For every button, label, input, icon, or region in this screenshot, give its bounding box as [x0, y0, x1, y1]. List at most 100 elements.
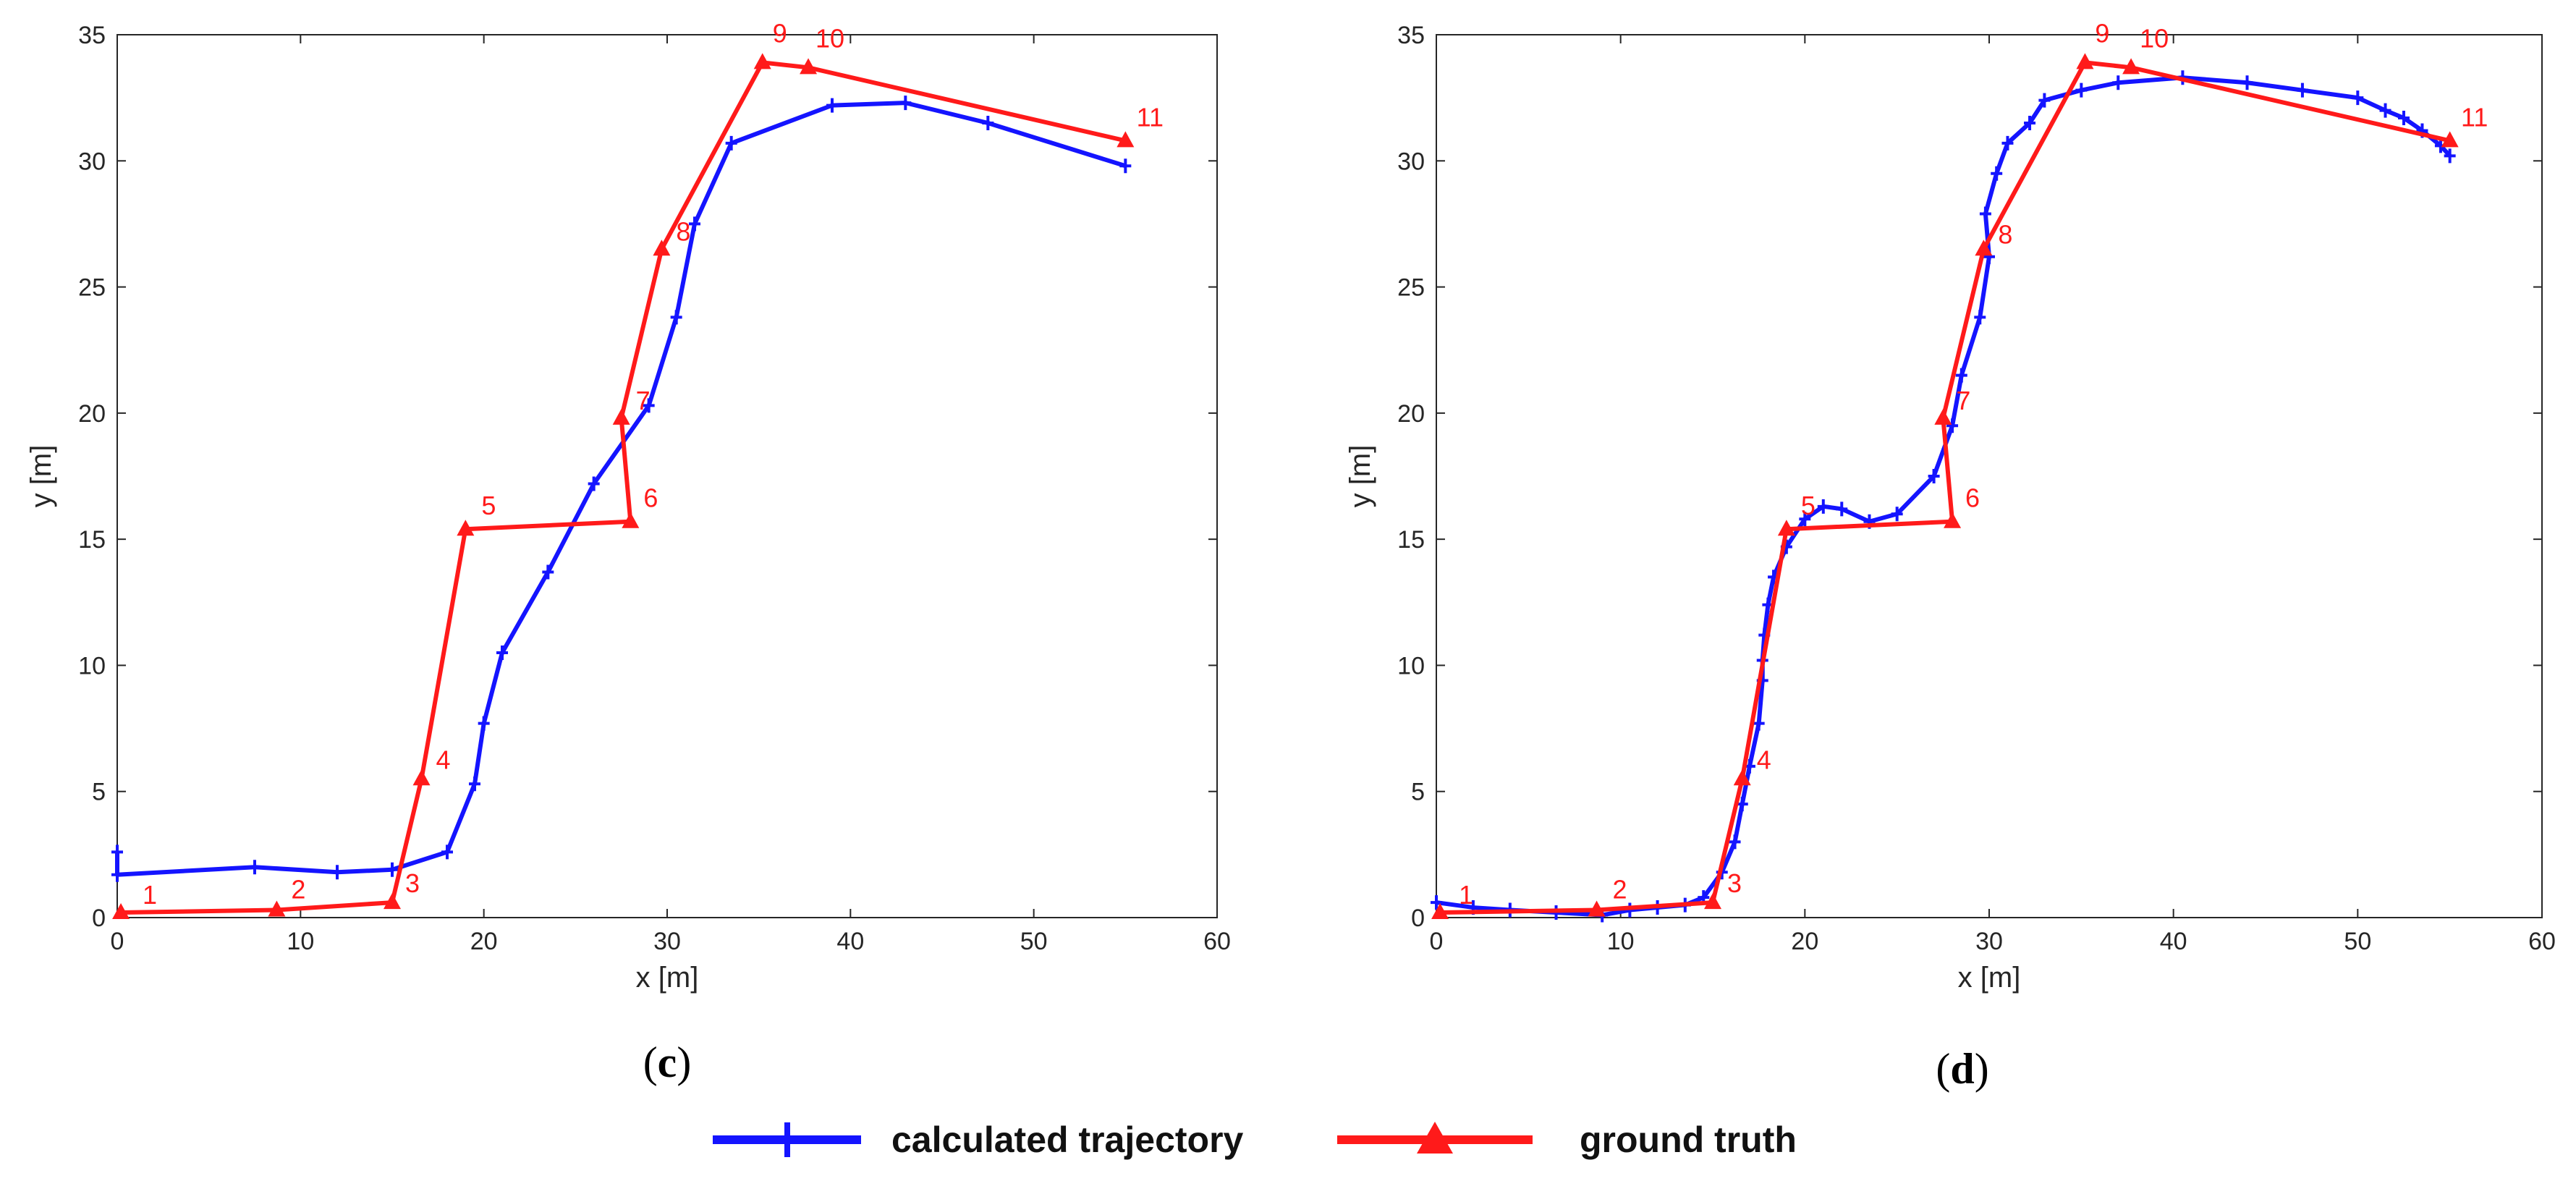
point-calculated-c-1: [111, 867, 123, 882]
point-ground-truth-d-2: [1704, 893, 1721, 910]
point-calculated-c-10: [588, 476, 600, 491]
point-calculated-d-33: [2024, 116, 2036, 130]
panel-label-d-letter: d: [1950, 1045, 1974, 1093]
point-label-d-3: 3: [1727, 868, 1742, 898]
point-calculated-c-2: [249, 860, 260, 875]
point-label-d-5: 5: [1801, 491, 1816, 520]
point-ground-truth-c-4: [457, 520, 475, 536]
point-calculated-c-17: [982, 116, 994, 130]
point-ground-truth-c-3: [412, 769, 431, 786]
point-calculated-d-27: [1955, 368, 1967, 383]
point-ground-truth-d-7: [1975, 240, 1993, 256]
point-ground-truth-d-1: [1588, 900, 1606, 917]
point-ground-truth-d-10: [2441, 131, 2459, 148]
point-label-c-6: 6: [643, 483, 658, 513]
y-tick-label-c-0: 0: [92, 905, 106, 932]
y-tick-label-d-6: 30: [1397, 148, 1425, 175]
panel-label-d: (d): [1936, 1045, 1988, 1093]
y-tick-label-c-2: 10: [78, 652, 106, 680]
point-calculated-d-20: [1799, 512, 1811, 527]
point-label-d-6: 6: [1965, 483, 1980, 513]
point-calculated-d-32: [2001, 135, 2014, 151]
point-ground-truth-c-8: [753, 53, 771, 69]
point-calculated-d-22: [1836, 501, 1848, 517]
point-label-c-5: 5: [481, 491, 496, 520]
point-calculated-c-9: [542, 564, 554, 580]
point-calculated-c-18: [1119, 158, 1132, 174]
point-label-c-10: 10: [815, 23, 844, 53]
y-axis-label-d: y [m]: [1344, 445, 1376, 508]
point-label-c-11: 11: [1137, 102, 1164, 132]
y-tick-label-d-0: 0: [1411, 905, 1425, 932]
point-label-c-7: 7: [636, 386, 651, 415]
point-calculated-c-6: [469, 776, 480, 792]
point-ground-truth-c-5: [622, 512, 640, 528]
point-calculated-d-25: [1928, 469, 1940, 483]
point-label-c-4: 4: [436, 745, 451, 774]
y-tick-label-d-7: 35: [1397, 22, 1425, 49]
point-calculated-c-13: [689, 216, 700, 232]
x-axis-label-d: x [m]: [1958, 962, 2021, 994]
point-label-d-7: 7: [1956, 386, 1970, 415]
y-tick-label-c-6: 30: [78, 148, 106, 175]
point-calculated-d-24: [1891, 507, 1903, 522]
point-calculated-d-0: [1431, 895, 1442, 910]
y-tick-label-d-3: 15: [1397, 526, 1425, 554]
plot-area-c: [116, 34, 1218, 918]
point-calculated-c-11: [643, 398, 655, 413]
point-calculated-d-30: [1979, 206, 1991, 221]
point-calculated-d-39: [2296, 82, 2308, 98]
legend-label-calculated: calculated trajectory: [891, 1119, 1244, 1160]
y-axis-label-c: y [m]: [25, 445, 57, 508]
point-calculated-d-34: [2038, 93, 2051, 108]
point-label-d-11: 11: [2461, 102, 2488, 132]
point-ground-truth-d-6: [1934, 408, 1952, 425]
point-calculated-d-10: [1729, 834, 1741, 850]
legend-plus-marker: [770, 1122, 805, 1157]
x-axis-label-c: x [m]: [636, 962, 699, 994]
point-ground-truth-d-0: [1431, 903, 1449, 920]
point-calculated-d-38: [2241, 75, 2253, 90]
plot-area-d: [1436, 34, 2543, 918]
point-ground-truth-c-6: [612, 408, 630, 425]
y-tick-label-d-4: 20: [1397, 400, 1425, 428]
legend-triangle-marker: [1417, 1122, 1453, 1154]
point-label-c-9: 9: [773, 18, 787, 48]
point-calculated-c-4: [386, 862, 398, 877]
x-tick-label-c-3: 30: [653, 928, 681, 955]
point-calculated-d-21: [1817, 499, 1829, 514]
point-ground-truth-d-4: [1777, 520, 1795, 536]
y-tick-label-c-3: 15: [78, 526, 106, 554]
x-tick-label-c-5: 50: [1020, 928, 1048, 955]
point-ground-truth-d-3: [1733, 769, 1751, 786]
point-calculated-c-15: [826, 98, 838, 113]
x-tick-label-c-2: 20: [470, 928, 498, 955]
point-label-c-3: 3: [405, 868, 420, 898]
legend: calculated trajectory ground truth: [713, 1119, 1797, 1160]
panel-label-c-letter: c: [658, 1038, 677, 1086]
y-tick-label-d-1: 5: [1411, 779, 1425, 806]
point-calculated-d-28: [1974, 310, 1986, 325]
point-ground-truth-c-9: [800, 58, 818, 75]
point-calculated-c-3: [331, 865, 343, 880]
point-ground-truth-c-1: [268, 900, 286, 917]
point-label-d-4: 4: [1757, 745, 1771, 774]
point-label-d-8: 8: [1998, 219, 2012, 249]
point-calculated-d-40: [2352, 90, 2364, 106]
y-tick-label-d-5: 25: [1397, 274, 1425, 302]
point-label-c-1: 1: [143, 880, 157, 910]
point-ground-truth-d-5: [1944, 512, 1962, 528]
point-label-d-10: 10: [2140, 23, 2169, 53]
x-tick-label-d-2: 20: [1791, 928, 1818, 955]
series-line-calculated-d: [1436, 75, 2452, 918]
point-calculated-d-45: [2444, 148, 2456, 164]
point-calculated-d-13: [1753, 716, 1765, 731]
point-calculated-d-35: [2075, 82, 2088, 98]
y-tick-label-c-1: 5: [92, 779, 106, 806]
point-ground-truth-d-8: [2076, 53, 2094, 69]
point-label-c-2: 2: [291, 875, 305, 905]
point-calculated-c-8: [496, 645, 508, 660]
x-tick-label-c-4: 40: [836, 928, 864, 955]
